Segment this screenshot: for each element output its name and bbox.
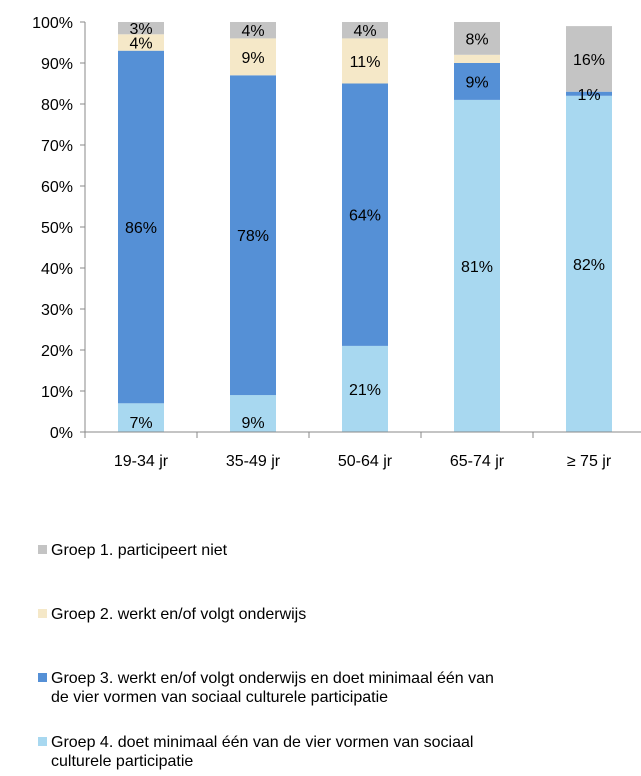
bar-segment-1 xyxy=(454,99,500,433)
data-label: 81% xyxy=(461,259,493,276)
legend-item-groep-2: Groep 2. werkt en/of volgt onderwijs xyxy=(38,605,638,624)
bar-segment-3 xyxy=(118,34,164,51)
bar-segment-2 xyxy=(454,63,500,100)
y-tick-label: 90% xyxy=(41,56,73,73)
x-tick-label: ≥ 75 jr xyxy=(567,453,612,470)
legend-swatch-groep-1 xyxy=(38,545,47,554)
legend-item-groep-1: Groep 1. participeert niet xyxy=(38,541,638,560)
bar-segment-1 xyxy=(566,95,612,433)
bar-segment-1 xyxy=(230,395,276,432)
bar-segment-4 xyxy=(566,26,612,92)
bar-segment-4 xyxy=(454,22,500,55)
y-tick-label: 40% xyxy=(41,261,73,278)
bar-segment-2 xyxy=(342,83,388,346)
data-label: 8% xyxy=(465,31,488,48)
bar-segment-2 xyxy=(230,75,276,396)
bar-segment-2 xyxy=(566,91,612,96)
bar-segment-3 xyxy=(230,38,276,76)
bar-segment-4 xyxy=(118,22,164,35)
y-tick-label: 0% xyxy=(50,425,73,442)
y-tick-label: 50% xyxy=(41,220,73,237)
data-label: 4% xyxy=(353,23,376,40)
data-label: 9% xyxy=(465,74,488,91)
bar-segment-3 xyxy=(342,38,388,84)
data-label: 4% xyxy=(129,36,152,53)
x-tick-label: 50-64 jr xyxy=(338,453,393,470)
legend-label-groep-1: Groep 1. participeert niet xyxy=(51,542,228,559)
data-label: 9% xyxy=(241,415,264,432)
y-tick-label: 30% xyxy=(41,302,73,319)
y-tick-label: 100% xyxy=(32,15,73,32)
legend-item-groep-3: Groep 3. werkt en/of volgt onderwijs en … xyxy=(38,669,641,707)
data-label: 16% xyxy=(573,52,605,69)
x-tick-label: 19-34 jr xyxy=(114,453,169,470)
stacked-bar-chart: 7%86%4%3%9%78%9%4%21%64%11%4%81%9%8%82%1… xyxy=(32,15,641,470)
data-label: 86% xyxy=(125,220,157,237)
data-label: 11% xyxy=(350,54,381,71)
legend-label-groep-2: Groep 2. werkt en/of volgt onderwijs xyxy=(51,606,307,623)
legend-swatch-groep-4 xyxy=(38,737,47,746)
x-tick-label: 35-49 jr xyxy=(226,453,281,470)
data-label: 64% xyxy=(349,208,381,225)
data-label: 1% xyxy=(577,87,600,104)
bar-segment-1 xyxy=(342,345,388,432)
data-label: 9% xyxy=(241,50,264,67)
legend-swatch-groep-2 xyxy=(38,609,47,618)
y-tick-label: 20% xyxy=(41,343,73,360)
data-label: 4% xyxy=(241,23,264,40)
data-label: 82% xyxy=(573,257,605,274)
bar-segment-2 xyxy=(118,50,164,404)
y-tick-label: 10% xyxy=(41,384,73,401)
bar-segment-3 xyxy=(454,54,500,63)
data-label: 7% xyxy=(129,415,152,432)
legend-label-groep-3: Groep 3. werkt en/of volgt onderwijs en … xyxy=(51,670,494,706)
y-tick-label: 70% xyxy=(41,138,73,155)
data-label: 21% xyxy=(349,382,381,399)
bar-segment-4 xyxy=(230,22,276,39)
y-tick-label: 80% xyxy=(41,97,73,114)
data-label: 3% xyxy=(129,21,152,38)
legend-label-groep-4: Groep 4. doet minimaal één van de vier v… xyxy=(51,734,474,770)
legend-swatch-groep-3 xyxy=(38,673,47,682)
x-tick-label: 65-74 jr xyxy=(450,453,505,470)
y-tick-label: 60% xyxy=(41,179,73,196)
bar-segment-4 xyxy=(342,22,388,39)
bar-segment-1 xyxy=(118,403,164,432)
legend-item-groep-4: Groep 4. doet minimaal één van de vier v… xyxy=(38,733,641,771)
data-label: 78% xyxy=(237,228,269,245)
